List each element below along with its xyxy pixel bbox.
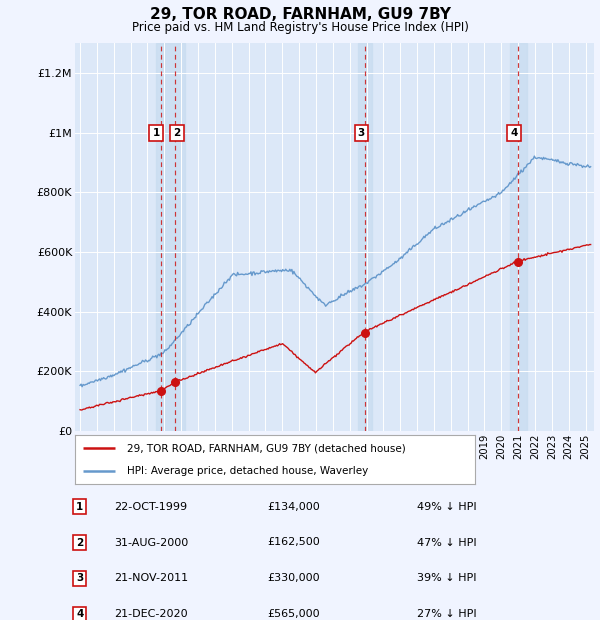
Text: 2: 2 [173, 128, 181, 138]
Text: 3: 3 [358, 128, 365, 138]
Text: £565,000: £565,000 [267, 609, 320, 619]
Text: 4: 4 [511, 128, 518, 138]
Text: £134,000: £134,000 [267, 502, 320, 512]
Bar [510, 43, 527, 431]
Text: 2: 2 [76, 538, 83, 547]
Text: £162,500: £162,500 [267, 538, 320, 547]
Text: 49% ↓ HPI: 49% ↓ HPI [417, 502, 476, 512]
Text: 21-DEC-2020: 21-DEC-2020 [114, 609, 188, 619]
Text: 39% ↓ HPI: 39% ↓ HPI [417, 574, 476, 583]
Text: 27% ↓ HPI: 27% ↓ HPI [417, 609, 476, 619]
Text: 29, TOR ROAD, FARNHAM, GU9 7BY (detached house): 29, TOR ROAD, FARNHAM, GU9 7BY (detached… [127, 443, 406, 453]
Text: 31-AUG-2000: 31-AUG-2000 [114, 538, 188, 547]
Text: 1: 1 [76, 502, 83, 512]
Text: Price paid vs. HM Land Registry's House Price Index (HPI): Price paid vs. HM Land Registry's House … [131, 21, 469, 34]
Text: 4: 4 [76, 609, 83, 619]
Text: 47% ↓ HPI: 47% ↓ HPI [417, 538, 476, 547]
Text: 21-NOV-2011: 21-NOV-2011 [114, 574, 188, 583]
Bar [358, 43, 371, 431]
Bar [156, 43, 185, 431]
Text: HPI: Average price, detached house, Waverley: HPI: Average price, detached house, Wave… [127, 466, 368, 476]
Text: 22-OCT-1999: 22-OCT-1999 [114, 502, 187, 512]
Text: 1: 1 [152, 128, 160, 138]
Text: 29, TOR ROAD, FARNHAM, GU9 7BY: 29, TOR ROAD, FARNHAM, GU9 7BY [149, 7, 451, 22]
Text: £330,000: £330,000 [267, 574, 320, 583]
Text: 3: 3 [76, 574, 83, 583]
